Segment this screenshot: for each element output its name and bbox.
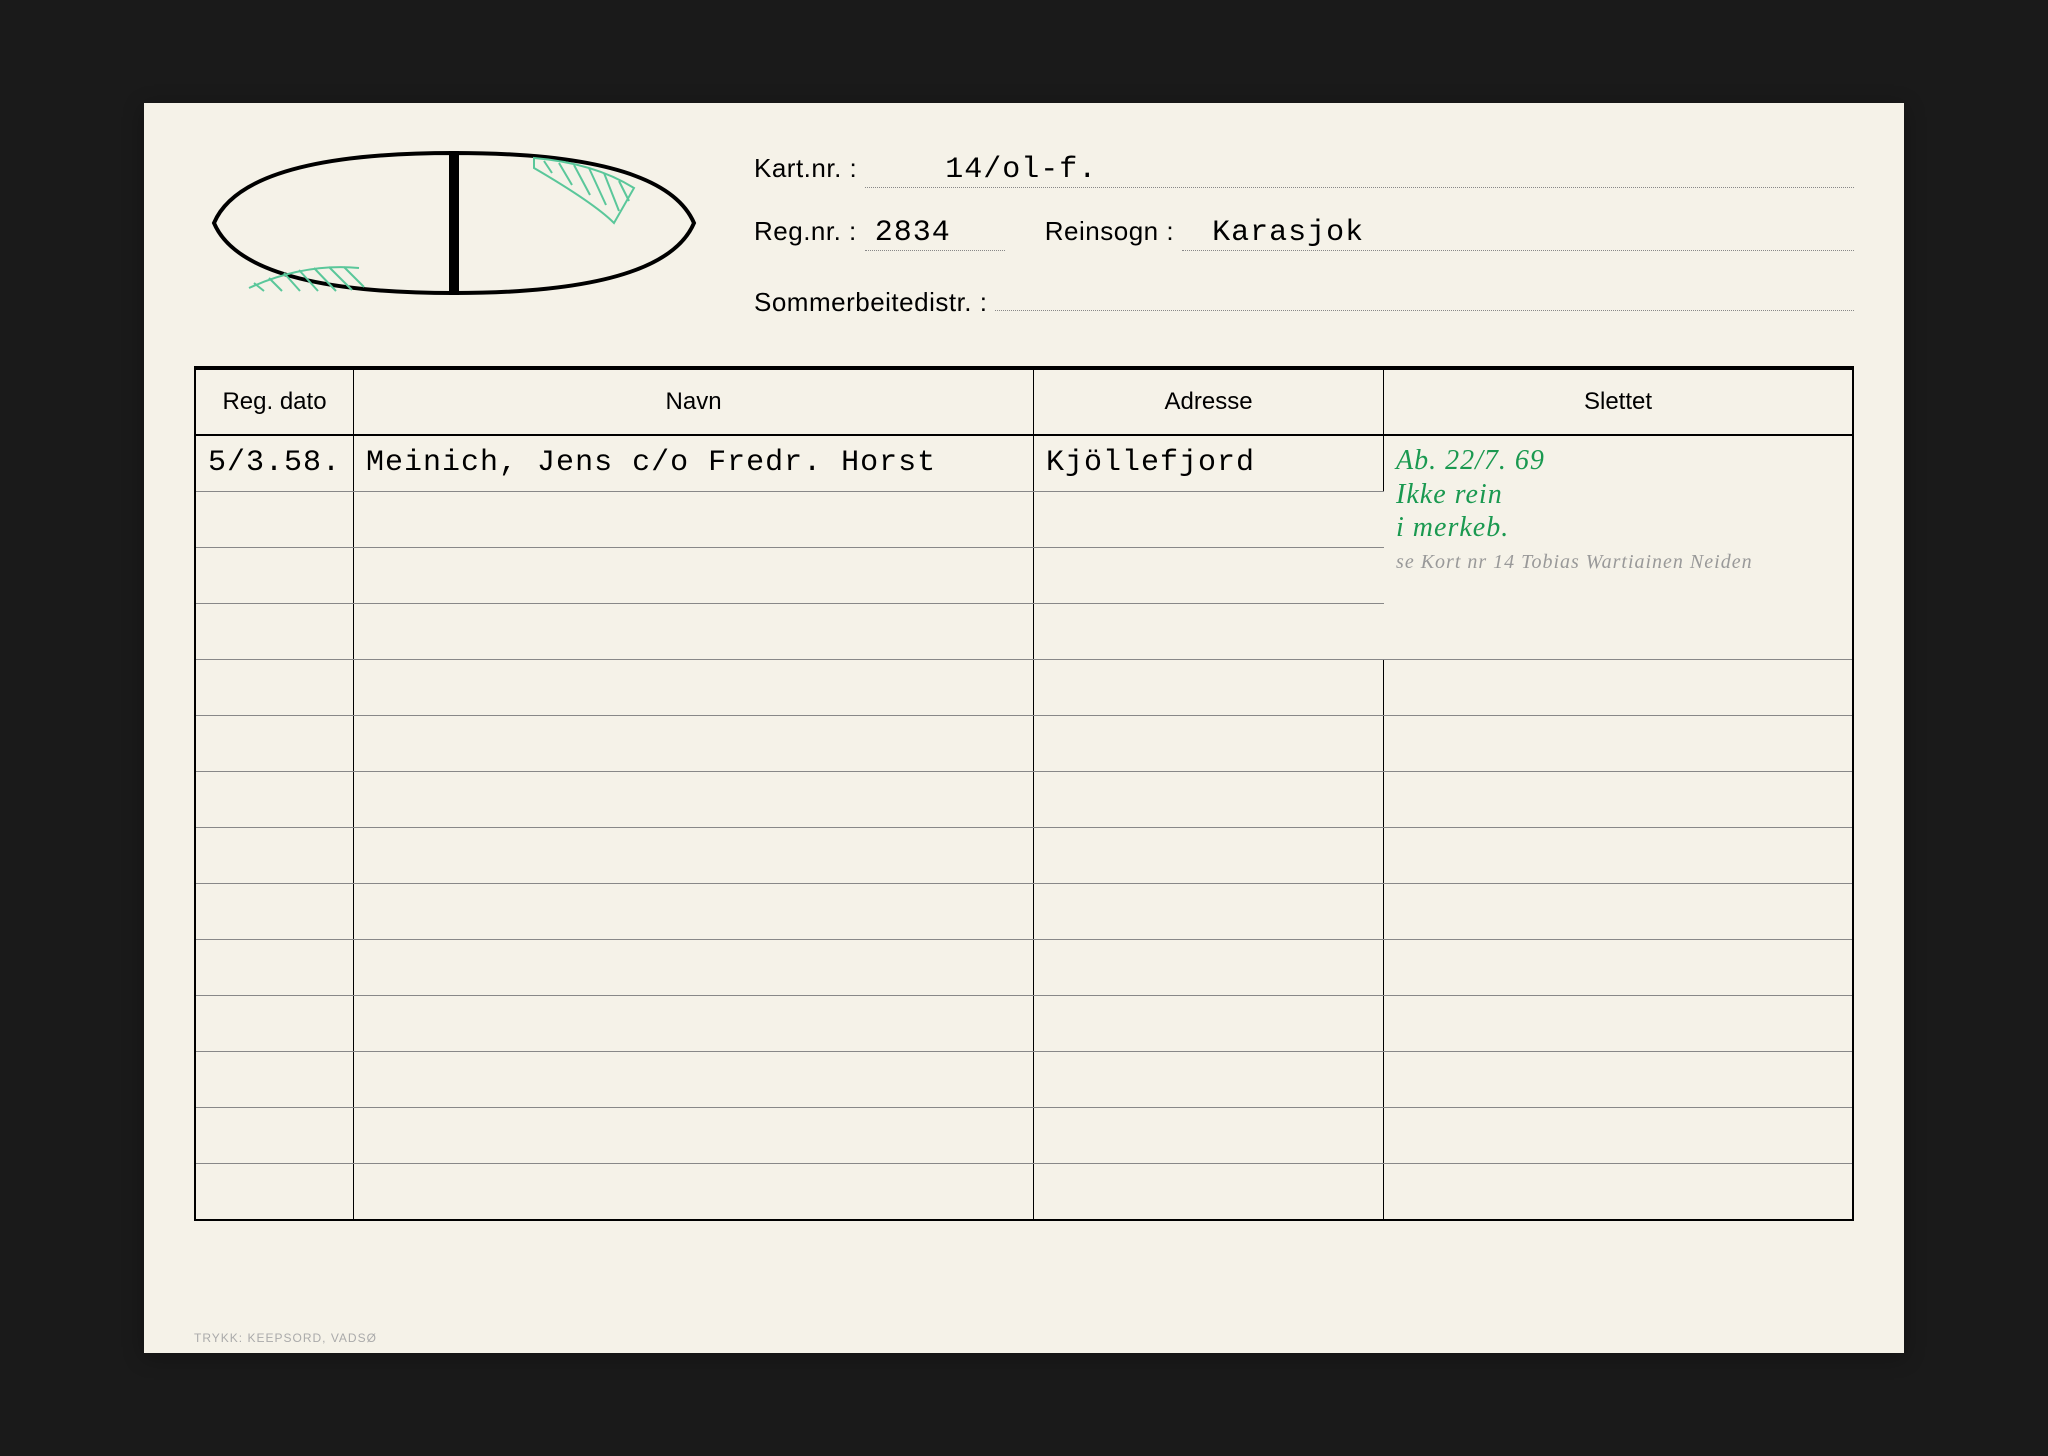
header-area: Kart.nr. : 14/ol-f. Reg.nr. : 2834 Reins… [194, 133, 1854, 346]
cell-date: 5/3.58. [196, 435, 354, 491]
table-row [196, 939, 1852, 995]
earmark-diagram [194, 133, 714, 313]
table-row [196, 1051, 1852, 1107]
table-header-row: Reg. dato Navn Adresse Slettet [196, 370, 1852, 435]
kart-value: 14/ol-f. [865, 153, 1854, 188]
reinsogn-label: Reinsogn : [1045, 216, 1174, 247]
reinsogn-value: Karasjok [1182, 216, 1854, 251]
kart-label: Kart.nr. : [754, 153, 857, 184]
table-row [196, 827, 1852, 883]
table-row [196, 715, 1852, 771]
table-row [196, 771, 1852, 827]
table-row [196, 995, 1852, 1051]
cell-slettet: Ab. 22/7. 69 Ikke rein i merkeb. se Kort… [1384, 435, 1852, 659]
cell-address: Kjöllefjord [1034, 435, 1384, 491]
col-header-name: Navn [354, 370, 1034, 435]
table-row [196, 883, 1852, 939]
table-row [196, 1107, 1852, 1163]
kart-row: Kart.nr. : 14/ol-f. [754, 153, 1854, 188]
col-header-slettet: Slettet [1384, 370, 1852, 435]
slettet-line2: Ikke rein [1396, 478, 1840, 512]
cell-name: Meinich, Jens c/o Fredr. Horst [354, 435, 1034, 491]
table-body: 5/3.58. Meinich, Jens c/o Fredr. Horst K… [196, 435, 1852, 1219]
slettet-line1: Ab. 22/7. 69 [1396, 444, 1840, 478]
slettet-pencil: se Kort nr 14 Tobias Wartiainen Neiden [1396, 551, 1840, 573]
sommer-value [995, 279, 1854, 311]
col-header-date: Reg. dato [196, 370, 354, 435]
reg-reinsogn-row: Reg.nr. : 2834 Reinsogn : Karasjok [754, 216, 1854, 251]
sommer-label: Sommerbeitedistr. : [754, 287, 987, 318]
sommer-row: Sommerbeitedistr. : [754, 279, 1854, 318]
registration-card: Kart.nr. : 14/ol-f. Reg.nr. : 2834 Reins… [144, 103, 1904, 1353]
registration-table: Reg. dato Navn Adresse Slettet 5/3.58. M… [194, 366, 1854, 1221]
footer-print-text: TRYKK: KEEPSORD, VADSØ [194, 1331, 377, 1345]
slettet-line3: i merkeb. [1396, 511, 1840, 545]
table-row: 5/3.58. Meinich, Jens c/o Fredr. Horst K… [196, 435, 1852, 491]
table-row [196, 659, 1852, 715]
reg-label: Reg.nr. : [754, 216, 857, 247]
reg-value: 2834 [865, 216, 1005, 251]
col-header-address: Adresse [1034, 370, 1384, 435]
table-row [196, 1163, 1852, 1219]
header-fields: Kart.nr. : 14/ol-f. Reg.nr. : 2834 Reins… [754, 133, 1854, 346]
